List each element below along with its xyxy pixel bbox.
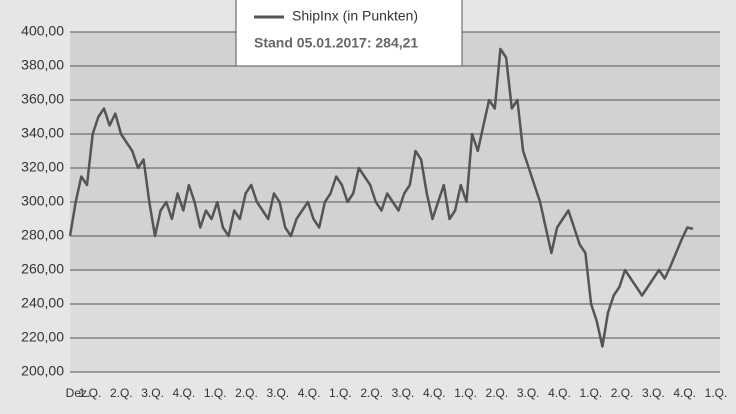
x-tick-label: 4.Q. [173, 386, 196, 400]
annotation: Stand 05.01.2017: 284,21 [254, 35, 418, 51]
y-tick-label: 260,00 [21, 261, 64, 277]
x-tick-label: 2.Q. [360, 386, 383, 400]
water [70, 270, 720, 372]
y-tick-label: 340,00 [21, 125, 64, 141]
y-tick-label: 280,00 [21, 227, 64, 243]
plot: 200,00 220,00 240,00 260,00 280,00 300,00 320,… [21, 23, 727, 400]
x-tick-label: 2.Q. [611, 386, 634, 400]
x-tick-label: 3.Q. [141, 386, 164, 400]
x-tick-label: 3.Q. [266, 386, 289, 400]
x-tick-label: Dez. [66, 386, 91, 400]
x-tick-label: 4.Q. [423, 386, 446, 400]
x-tick-label: 1.Q. [204, 386, 227, 400]
x-tick-label: 1.Q. [79, 386, 102, 400]
y-tick-label: 240,00 [21, 295, 64, 311]
x-tick-label: 1.Q. [329, 386, 352, 400]
x-tick-label: 4.Q. [548, 386, 571, 400]
x-tick-label: 3.Q. [642, 386, 665, 400]
y-tick-label: 200,00 [21, 363, 64, 379]
y-tick-label: 220,00 [21, 329, 64, 345]
x-tick-label: 2.Q. [110, 386, 133, 400]
legend: ShipInx (in Punkten) Stand 05.01.2017: 2… [235, 0, 463, 67]
x-tick-label: 3.Q. [517, 386, 540, 400]
x-tick-label: 1.Q. [454, 386, 477, 400]
x-tick-label: 2.Q. [486, 386, 509, 400]
x-tick-label: 2.Q. [235, 386, 258, 400]
legend-label: ShipInx (in Punkten) [292, 8, 418, 24]
x-tick-label: 1.Q. [705, 386, 728, 400]
y-tick-label: 400,00 [21, 23, 64, 39]
y-tick-label: 380,00 [21, 57, 64, 73]
x-tick-label: 4.Q. [673, 386, 696, 400]
y-tick-label: 320,00 [21, 159, 64, 175]
legend-box [235, 0, 463, 67]
x-tick-label: 1.Q. [579, 386, 602, 400]
x-tick-label: 4.Q. [298, 386, 321, 400]
data-line [68, 47, 694, 348]
x-tick-label: 3.Q. [392, 386, 415, 400]
y-tick-label: 300,00 [21, 193, 64, 209]
y-tick-label: 360,00 [21, 91, 64, 107]
